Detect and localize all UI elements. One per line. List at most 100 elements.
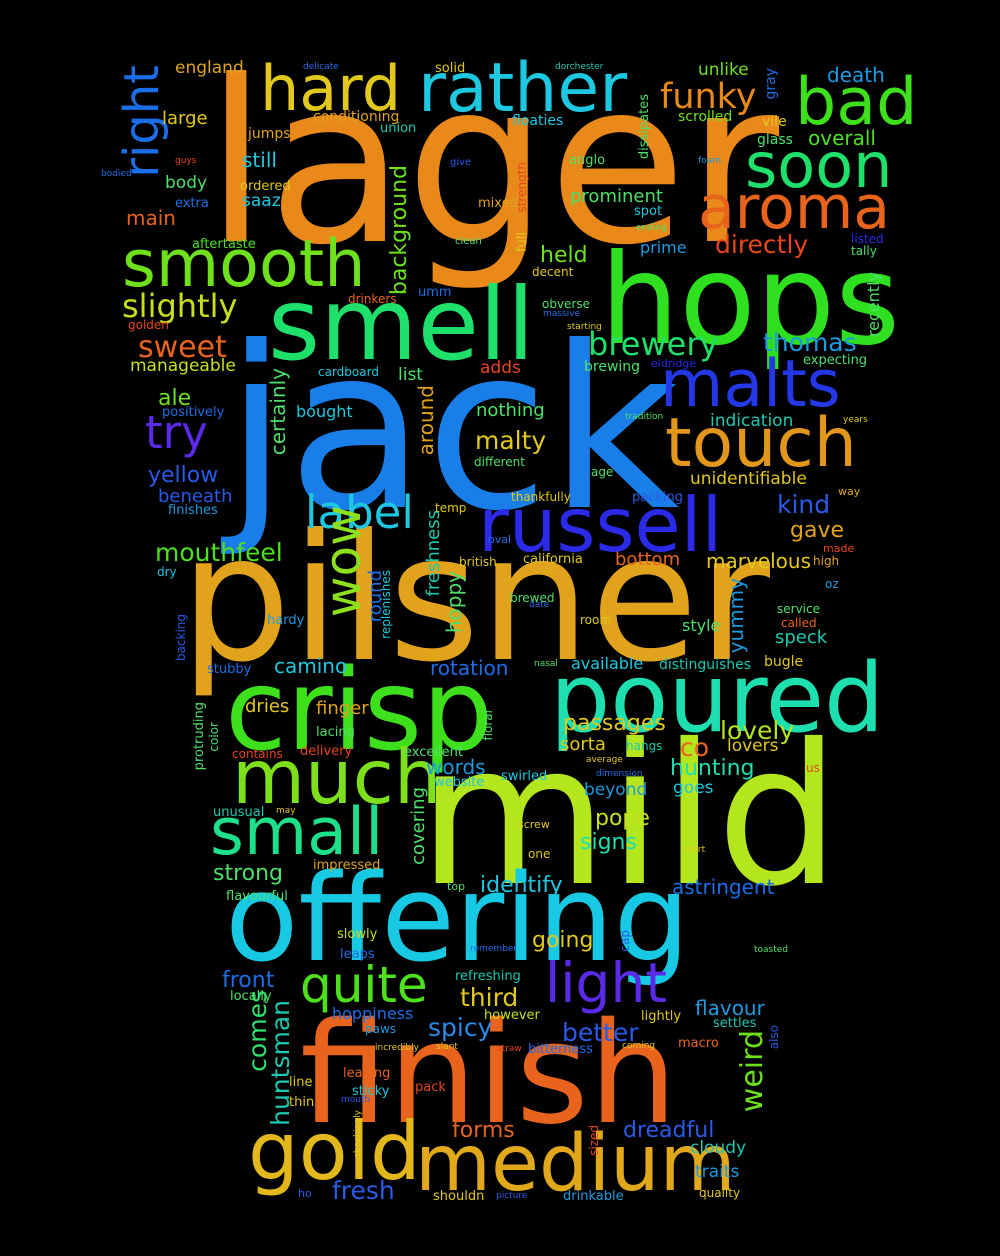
- word: hangs: [626, 739, 663, 753]
- word: smell: [268, 266, 535, 383]
- word: guys: [175, 156, 197, 166]
- word: vile: [762, 114, 787, 130]
- word: replenishes: [379, 570, 393, 639]
- word: lovers: [727, 736, 779, 756]
- word: mild: [418, 702, 841, 929]
- word: average: [586, 755, 623, 765]
- word: dorchester: [555, 62, 604, 72]
- word: marvelous: [706, 549, 811, 573]
- word: kind: [777, 490, 831, 519]
- word: speck: [775, 627, 828, 648]
- word: delicate: [303, 62, 339, 72]
- word: eldridge: [651, 357, 697, 370]
- word: brewing: [584, 359, 641, 375]
- word: co: [680, 733, 710, 762]
- word: dimension: [596, 769, 643, 779]
- word: drinkers: [348, 292, 397, 306]
- word: tradition: [625, 412, 664, 422]
- word: weird: [735, 1030, 770, 1113]
- word: may: [276, 806, 296, 816]
- word: finger: [316, 698, 369, 719]
- word: touch: [665, 404, 857, 483]
- word: mouth: [341, 1095, 371, 1105]
- word: coming: [622, 1041, 656, 1051]
- word: brewed: [510, 591, 555, 605]
- word: medium: [415, 1119, 736, 1209]
- word: bought: [296, 402, 353, 421]
- word: sticky: [352, 1084, 390, 1099]
- word: bad: [795, 65, 918, 140]
- word: thin: [289, 1095, 315, 1110]
- word: gold: [248, 1105, 421, 1198]
- word: prime: [640, 238, 687, 257]
- word: overall: [808, 126, 876, 150]
- word: brewery: [588, 325, 719, 363]
- word: beneath: [158, 486, 233, 507]
- word: yellow: [148, 463, 219, 488]
- word: umm: [418, 285, 452, 300]
- word: however: [484, 1008, 540, 1023]
- word: astringent: [672, 875, 775, 899]
- word: spicy: [428, 1013, 493, 1042]
- word: starting: [567, 322, 602, 332]
- word: soon: [745, 129, 893, 202]
- word: dissipates: [637, 94, 652, 160]
- word: solid: [435, 61, 466, 76]
- word: better: [562, 1018, 639, 1047]
- word: listed: [851, 232, 884, 246]
- word: going: [532, 928, 594, 953]
- word: mixed: [478, 196, 518, 211]
- word: impressed: [313, 858, 381, 873]
- word: rather: [418, 49, 628, 128]
- word: date: [529, 600, 550, 610]
- word: england: [175, 58, 244, 78]
- word: sweet: [138, 330, 227, 365]
- word: manageable: [130, 356, 236, 376]
- word: scrolled: [678, 109, 733, 125]
- word: straw: [497, 1044, 522, 1054]
- word: goes: [673, 778, 714, 798]
- word: ordered: [240, 179, 291, 194]
- word: signs: [580, 830, 637, 855]
- word: saaz: [242, 191, 281, 211]
- word: bodied: [101, 169, 132, 179]
- word: aftertaste: [192, 237, 256, 252]
- word: massive: [543, 309, 581, 319]
- word: conditioning: [313, 109, 400, 125]
- word: floral: [481, 710, 495, 741]
- word: flavour: [695, 996, 765, 1020]
- word: oval: [488, 533, 512, 546]
- word: foam: [698, 156, 721, 166]
- word: passages: [563, 711, 666, 736]
- word: words: [426, 755, 486, 779]
- word: line: [289, 1075, 313, 1090]
- word: locally: [230, 989, 272, 1004]
- word: pack: [415, 1080, 446, 1095]
- word: nasal: [534, 659, 558, 669]
- word: quite: [300, 956, 428, 1014]
- word: recently: [864, 272, 883, 338]
- word: incredibly: [375, 1043, 419, 1053]
- word: expecting: [803, 353, 868, 368]
- word: certainly: [266, 368, 290, 456]
- word: much: [232, 733, 442, 821]
- word: pilsner: [180, 498, 771, 701]
- word: different: [474, 455, 525, 469]
- word: rotation: [430, 656, 509, 680]
- word: indication: [710, 411, 794, 431]
- word: ho: [298, 1187, 312, 1200]
- word: forms: [452, 1118, 515, 1143]
- word: strong: [213, 861, 284, 886]
- word: funky: [660, 77, 757, 117]
- word: lovely: [720, 716, 795, 745]
- word: cloudy: [690, 1138, 747, 1158]
- word: remember: [470, 944, 518, 954]
- word: dreadful: [623, 1118, 715, 1143]
- word: stubby: [207, 662, 252, 677]
- word: tally: [851, 244, 877, 258]
- word: main: [126, 206, 176, 230]
- word: directly: [715, 230, 809, 259]
- word: quality: [699, 1186, 741, 1200]
- word: give: [450, 157, 472, 168]
- word: hardy: [267, 613, 305, 628]
